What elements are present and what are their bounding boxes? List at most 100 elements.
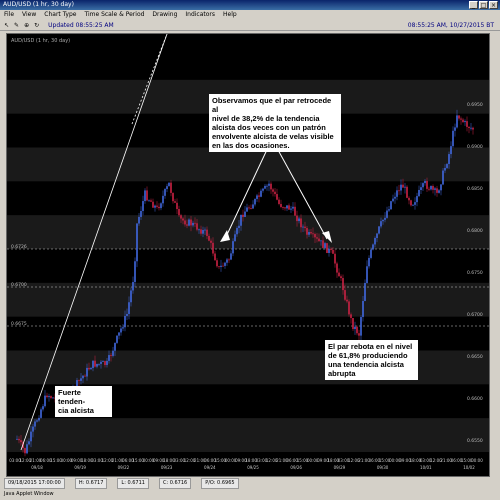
candle-body [220,265,222,267]
x-axis-time-label: 21:00 [276,458,288,463]
candle-body [390,201,392,210]
x-axis-time-label: 00:00 [143,458,155,463]
candle-body [238,225,240,229]
candle-body [84,375,86,377]
candle-body [356,326,358,334]
candle-body [38,417,40,421]
candle-body [132,282,134,291]
zoom-icon[interactable]: ⊕ [24,22,30,29]
y-axis-label: 0.6850 [467,186,483,192]
draw-icon[interactable]: ✎ [14,22,20,29]
candle-body [136,223,138,262]
candle-body [344,290,346,300]
candle-body [152,201,154,208]
close-button[interactable]: × [489,1,498,9]
y-axis-label: 0.6700 [467,312,483,318]
status-low: L: 0.6711 [117,478,149,489]
candle-body [252,204,254,209]
candle-body [338,272,340,277]
candle-body [28,441,30,445]
candle-body [222,265,224,267]
candle-body [266,185,268,187]
status-po: P/O: 0.6965 [201,478,239,489]
menu-indicators[interactable]: Indicators [185,11,216,18]
trend-line [20,33,168,451]
toolbar: ↖ ✎ ⊕ ↻ Updated 08:55:25 AM 08:55:25 AM,… [0,20,500,31]
candle-body [450,146,452,155]
candle-body [244,211,246,217]
minimize-button[interactable]: _ [469,1,478,9]
menu-chart-type[interactable]: Chart Type [44,11,77,18]
x-axis-time-label: 00:00 [389,458,401,463]
candle-body [130,290,132,303]
candle-body [250,208,252,209]
candle-body [240,214,242,226]
candle-body [234,234,236,242]
candle-body [324,243,326,248]
candle-body [18,438,20,441]
x-axis-time-label: 21:00 [440,458,452,463]
y-axis-label: 0.6950 [467,102,483,108]
candle-body [470,127,472,129]
applet-footer: Java Applet Window [4,491,54,497]
candle-body [452,130,454,147]
maximize-button[interactable]: □ [479,1,488,9]
candle-body [300,218,302,228]
menu-view[interactable]: View [22,11,37,18]
candle-body [262,188,264,191]
callout-rebound: El par rebota en el nivel de 61,8% produ… [325,340,418,380]
candle-body [160,203,162,209]
menu-bar: File View Chart Type Time Scale & Period… [0,10,500,20]
candle-body [436,188,438,193]
candle-body [104,361,106,365]
menu-time-scale[interactable]: Time Scale & Period [84,11,145,18]
candle-body [314,234,316,238]
candle-body [298,218,300,222]
candle-body [440,184,442,191]
candle-body [320,240,322,242]
candle-body [214,253,216,261]
candle-body [430,185,432,190]
candle-body [44,395,46,407]
candle-body [48,396,50,398]
candle-body [114,342,116,351]
candle-body [272,189,274,192]
candle-body [418,189,420,197]
x-axis-time-label: 06:00 [204,458,216,463]
candle-body [460,118,462,120]
candle-body [442,170,444,185]
candle-body [328,248,330,253]
menu-file[interactable]: File [4,11,15,18]
status-close: C: 0.6716 [158,478,192,489]
candle-body [168,182,170,187]
candle-body [406,186,408,198]
candle-body [196,223,198,230]
candle-body [162,195,164,204]
refresh-icon[interactable]: ↻ [34,22,40,29]
candle-body [340,276,342,279]
candle-body [248,207,250,209]
candle-body [232,241,234,254]
candle-body [296,215,298,222]
candle-body [372,244,374,250]
x-axis-time-label: 09:00 [153,458,165,463]
x-axis-time-label: 06:00 [286,458,298,463]
menu-drawing[interactable]: Drawing [152,11,178,18]
candle-body [224,262,226,266]
price-chart[interactable]: AUD/USD (1 hr, 30 day) 0.6950 0.6900 0.685… [7,33,489,476]
menu-help[interactable]: Help [223,11,237,18]
chart-band [7,282,489,317]
candle-body [88,367,90,370]
y-axis-label: 0.6550 [467,438,483,444]
candle-body [52,397,54,399]
pointer-icon[interactable]: ↖ [4,22,10,29]
x-axis-time-label: 18:00 [163,458,175,463]
candle-body [26,444,28,454]
x-axis-date-label: 09/30 [377,465,389,470]
candle-body [228,259,230,261]
candle-body [76,380,78,389]
candle-body [206,229,208,236]
candle-body [458,115,460,119]
candle-body [30,431,32,442]
candle-body [396,190,398,197]
